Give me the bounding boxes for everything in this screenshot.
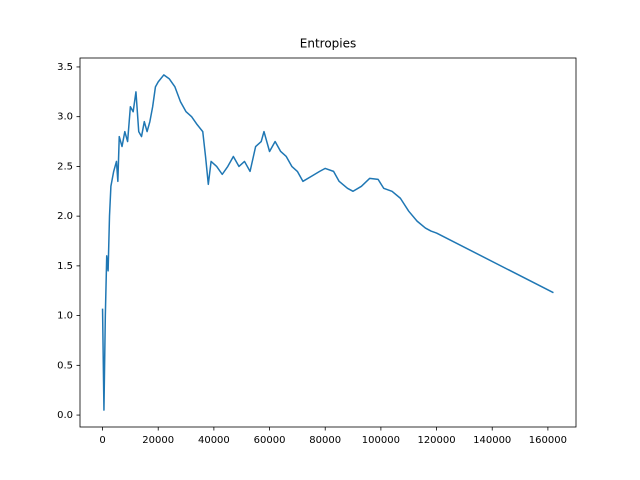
x-tick-label: 80000 xyxy=(309,435,341,446)
plot-frame xyxy=(79,57,577,428)
y-tick-label: 1.5 xyxy=(57,261,73,272)
y-tick-label: 3.0 xyxy=(57,112,73,123)
x-tick-label: 120000 xyxy=(417,435,455,446)
y-tick-label: 1.0 xyxy=(57,311,73,322)
y-tick-label: 2.0 xyxy=(57,211,73,222)
x-tick-label: 100000 xyxy=(362,435,400,446)
y-tick-label: 0.0 xyxy=(57,410,73,421)
x-tick-label: 0 xyxy=(99,435,105,446)
x-tick-label: 160000 xyxy=(529,435,567,446)
chart-title: Entropies xyxy=(300,37,357,51)
line xyxy=(101,74,554,411)
x-tick-label: 20000 xyxy=(142,435,174,446)
x-tick-label: 40000 xyxy=(198,435,230,446)
y-tick-label: 0.5 xyxy=(57,360,73,371)
x-tick-label: 60000 xyxy=(254,435,286,446)
y-tick-label: 3.5 xyxy=(57,62,73,73)
x-tick-label: 140000 xyxy=(473,435,511,446)
y-tick-label: 2.5 xyxy=(57,161,73,172)
